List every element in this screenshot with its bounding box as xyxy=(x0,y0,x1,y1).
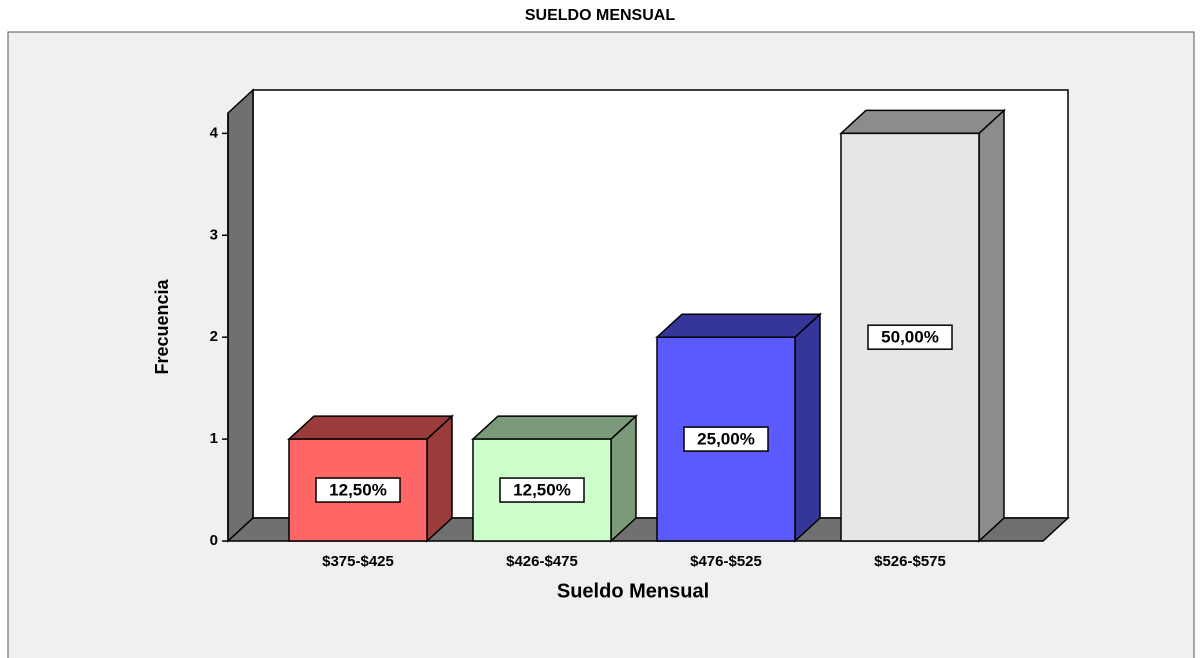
x-tick-label: $426-$475 xyxy=(506,553,578,570)
y-tick-label: 1 xyxy=(210,430,218,447)
bar-side xyxy=(794,312,821,543)
bar-side xyxy=(978,108,1005,543)
value-label: 50,00% xyxy=(881,328,939,347)
value-label-box xyxy=(315,477,401,503)
value-label-box xyxy=(683,426,769,452)
value-label: 12,50% xyxy=(513,481,571,500)
bar-top xyxy=(471,415,638,440)
value-label-box xyxy=(867,324,953,350)
chart-title: SUELDO MENSUAL xyxy=(525,7,675,24)
bar-top xyxy=(839,109,1006,135)
value-label-box xyxy=(499,477,585,503)
y-tick-label: 4 xyxy=(210,124,219,141)
x-tick-label: $375-$425 xyxy=(322,553,394,570)
x-axis-label: Sueldo Mensual xyxy=(557,580,709,602)
value-label: 25,00% xyxy=(697,430,755,449)
y-axis-label: Frecuencia xyxy=(152,278,172,374)
x-tick-label: $476-$525 xyxy=(690,553,762,570)
left-wall xyxy=(227,88,254,543)
y-tick-label: 3 xyxy=(210,226,218,243)
value-label: 12,50% xyxy=(329,481,387,500)
bar-top xyxy=(287,415,454,440)
y-tick-label: 0 xyxy=(210,532,218,549)
y-tick-label: 2 xyxy=(210,328,218,345)
x-tick-label: $526-$575 xyxy=(874,553,946,570)
bar-top xyxy=(655,313,822,338)
